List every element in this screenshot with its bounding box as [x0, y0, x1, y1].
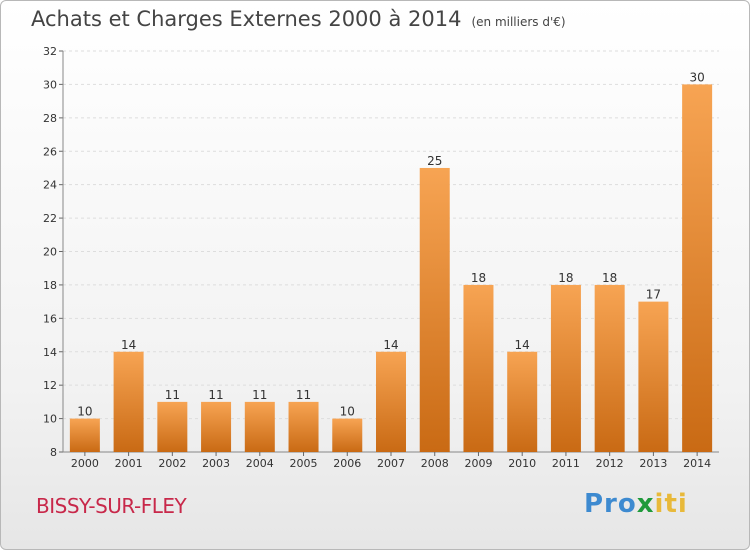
bar-value-label: 14 — [383, 338, 398, 352]
y-tick-label: 10 — [43, 413, 57, 426]
bar — [244, 401, 275, 452]
bar — [638, 301, 669, 452]
bar-value-label: 30 — [689, 70, 704, 84]
chart-title: Achats et Charges Externes 2000 à 2014 (e… — [31, 7, 566, 31]
x-tick-label: 2005 — [290, 457, 318, 470]
y-tick-label: 12 — [43, 379, 57, 392]
bar-value-label: 10 — [77, 405, 92, 419]
y-tick-label: 16 — [43, 312, 57, 325]
x-tick-label: 2002 — [158, 457, 186, 470]
y-tick-label: 30 — [43, 78, 57, 91]
bar — [288, 401, 319, 452]
y-tick-label: 26 — [43, 145, 57, 158]
x-tick-label: 2012 — [596, 457, 624, 470]
x-tick-label: 2007 — [377, 457, 405, 470]
x-tick-label: 2004 — [246, 457, 274, 470]
title-unit: (en milliers d'€) — [471, 15, 566, 29]
bar-value-label: 18 — [558, 271, 573, 285]
title-text: Achats et Charges Externes 2000 à 2014 — [31, 7, 462, 31]
commune-name: BISSY-SUR-FLEY — [36, 494, 187, 518]
x-tick-label: 2013 — [639, 457, 667, 470]
x-tick-label: 2000 — [71, 457, 99, 470]
bar-value-label: 18 — [602, 271, 617, 285]
x-tick-label: 2009 — [464, 457, 492, 470]
logo-part-x: x — [636, 489, 655, 519]
y-tick-label: 18 — [43, 279, 57, 292]
x-tick-label: 2001 — [115, 457, 143, 470]
bar — [463, 284, 494, 452]
proxiti-logo[interactable]: Proxiti — [584, 489, 688, 519]
x-tick-label: 2014 — [683, 457, 711, 470]
bar — [332, 418, 363, 452]
bar-value-label: 25 — [427, 154, 442, 168]
x-tick-label: 2003 — [202, 457, 230, 470]
y-tick-label: 28 — [43, 112, 57, 125]
bar — [419, 167, 450, 453]
bar-value-label: 14 — [121, 338, 136, 352]
y-tick-label: 32 — [43, 45, 57, 58]
bar — [201, 401, 232, 452]
logo-part-pro: Pro — [584, 489, 637, 519]
bar-value-label: 11 — [252, 388, 267, 402]
x-tick-label: 2011 — [552, 457, 580, 470]
bar — [594, 284, 625, 452]
bar-value-label: 11 — [208, 388, 223, 402]
bar — [113, 351, 144, 452]
y-tick-label: 20 — [43, 246, 57, 259]
logo-part-iti: iti — [654, 489, 688, 519]
bar-value-label: 10 — [340, 405, 355, 419]
bar — [376, 351, 406, 452]
bar — [550, 284, 581, 452]
bar-value-label: 11 — [296, 388, 311, 402]
x-tick-label: 2006 — [333, 457, 361, 470]
bar-value-label: 18 — [471, 271, 486, 285]
bar — [507, 351, 538, 452]
bar-value-label: 14 — [515, 338, 530, 352]
bar-value-label: 11 — [165, 388, 180, 402]
bar — [69, 418, 100, 452]
bar-value-label: 17 — [646, 288, 661, 302]
y-tick-label: 22 — [43, 212, 57, 225]
x-tick-label: 2008 — [421, 457, 449, 470]
y-tick-label: 14 — [43, 346, 57, 359]
bar — [682, 84, 713, 453]
y-tick-label: 8 — [50, 446, 57, 459]
x-tick-label: 2010 — [508, 457, 536, 470]
bar — [157, 401, 188, 452]
y-tick-label: 24 — [43, 179, 57, 192]
